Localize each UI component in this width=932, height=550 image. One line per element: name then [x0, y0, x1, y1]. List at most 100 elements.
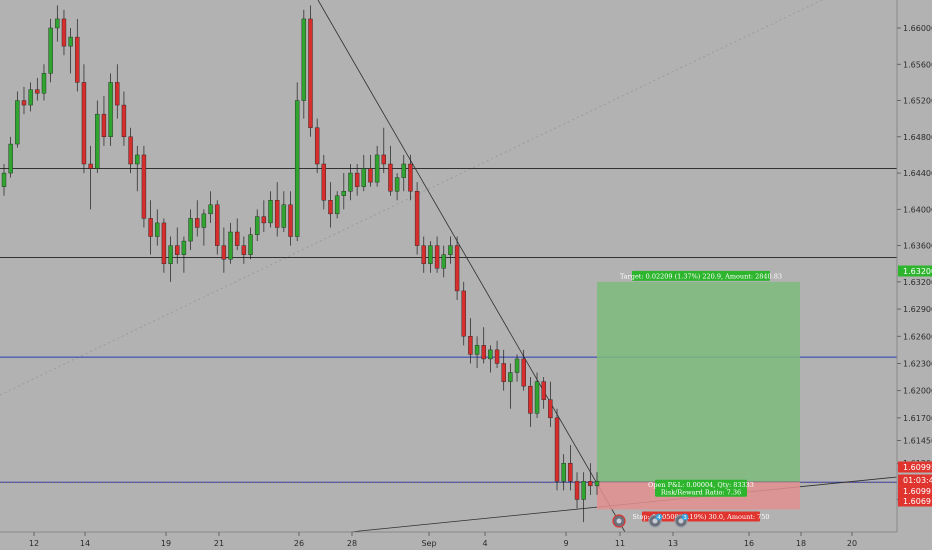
candle-up[interactable] [534, 381, 540, 414]
candle-up[interactable] [508, 372, 513, 382]
candle-up[interactable] [374, 154, 380, 183]
candle-down[interactable] [288, 204, 293, 237]
candle-down[interactable] [21, 100, 27, 106]
candle-down[interactable] [274, 200, 280, 228]
candle-down[interactable] [241, 245, 247, 255]
candle-down[interactable] [314, 127, 320, 165]
candle-down[interactable] [548, 399, 553, 419]
candle-up[interactable] [401, 163, 406, 178]
candle-up[interactable] [181, 240, 187, 255]
candle-down[interactable] [215, 204, 220, 246]
profit-zone[interactable] [597, 281, 800, 482]
candle-down[interactable] [574, 481, 580, 500]
candle-down[interactable] [141, 154, 147, 219]
candle-up[interactable] [394, 177, 400, 192]
candle-down[interactable] [354, 172, 360, 187]
candle-down[interactable] [175, 245, 180, 255]
candle-up[interactable] [95, 113, 100, 169]
candle-down[interactable] [195, 218, 200, 228]
candle-up[interactable] [294, 100, 300, 237]
candle-up[interactable] [561, 463, 566, 482]
candle-up[interactable] [334, 195, 340, 215]
candle-down[interactable] [528, 385, 533, 414]
dotted-trendline[interactable] [0, 0, 823, 396]
candle-up[interactable] [448, 245, 453, 255]
candle-down[interactable] [414, 191, 420, 246]
candle-down[interactable] [521, 358, 526, 387]
candle-up[interactable] [254, 216, 260, 235]
candle-up[interactable] [188, 218, 193, 242]
event-marker-2[interactable]: 4 [648, 513, 663, 528]
candle-up[interactable] [361, 168, 366, 187]
price-tag[interactable] [898, 265, 932, 277]
candle-down[interactable] [468, 336, 473, 355]
candle-up[interactable] [68, 36, 73, 47]
candle-down[interactable] [121, 104, 127, 138]
candle-up[interactable] [594, 481, 600, 487]
candle-down[interactable] [568, 463, 573, 482]
candle-down[interactable] [161, 222, 167, 264]
candle-up[interactable] [474, 345, 480, 355]
candle-down[interactable] [115, 82, 120, 106]
candle-up[interactable] [201, 213, 207, 228]
candle-down[interactable] [101, 113, 107, 138]
candle-up[interactable] [155, 222, 160, 237]
candle-up[interactable] [48, 27, 53, 74]
candle-up[interactable] [441, 254, 446, 269]
candle-down[interactable] [434, 245, 440, 269]
candle-up[interactable] [15, 100, 20, 145]
candle-down[interactable] [408, 163, 413, 192]
candle-down[interactable] [501, 363, 506, 382]
candle-down[interactable] [75, 36, 80, 83]
candle-up[interactable] [28, 89, 33, 106]
candle-down[interactable] [588, 481, 593, 487]
candle-down[interactable] [128, 136, 133, 165]
candle-down[interactable] [35, 89, 40, 94]
candle-up[interactable] [348, 172, 353, 192]
event-marker-1[interactable] [612, 514, 626, 528]
candle-down[interactable] [481, 345, 486, 360]
candle-down[interactable] [261, 216, 267, 224]
candle-up[interactable] [208, 204, 213, 215]
candle-down[interactable] [61, 18, 67, 47]
candle-down[interactable] [381, 154, 386, 165]
candle-down[interactable] [328, 200, 333, 215]
candle-down[interactable] [235, 231, 240, 246]
price-tag[interactable] [898, 461, 932, 473]
time-axis[interactable] [0, 532, 897, 550]
candle-up[interactable] [1, 172, 7, 187]
candle-down[interactable] [461, 290, 466, 337]
candle-up[interactable] [581, 481, 586, 500]
candle-down[interactable] [88, 163, 93, 169]
candle-up[interactable] [268, 200, 273, 224]
candle-down[interactable] [388, 163, 393, 192]
candle-up[interactable] [168, 245, 173, 264]
candle-up[interactable] [341, 191, 347, 196]
candle-up[interactable] [135, 154, 140, 165]
price-tag[interactable] [898, 474, 932, 486]
candle-up[interactable] [514, 358, 520, 373]
candle-up[interactable] [248, 234, 253, 255]
candle-up[interactable] [8, 143, 13, 174]
descending-trendline[interactable] [317, 0, 626, 533]
candle-down[interactable] [494, 349, 500, 364]
candle-down[interactable] [541, 381, 546, 400]
candle-down[interactable] [81, 82, 87, 165]
candle-up[interactable] [108, 82, 113, 138]
candle-down[interactable] [554, 417, 560, 482]
candle-up[interactable] [301, 18, 307, 101]
candle-down[interactable] [421, 245, 426, 264]
candle-up[interactable] [55, 18, 60, 29]
candle-down[interactable] [321, 163, 327, 201]
candle-up[interactable] [488, 349, 493, 360]
candle-down[interactable] [148, 218, 153, 237]
candle-up[interactable] [41, 73, 47, 94]
candle-up[interactable] [281, 204, 287, 228]
candle-up[interactable] [228, 231, 233, 260]
price-tag[interactable] [898, 485, 932, 497]
candle-up[interactable] [428, 245, 433, 264]
event-marker-3[interactable]: 3 [674, 513, 689, 528]
candle-down[interactable] [454, 245, 460, 292]
candle-down[interactable] [368, 168, 373, 183]
